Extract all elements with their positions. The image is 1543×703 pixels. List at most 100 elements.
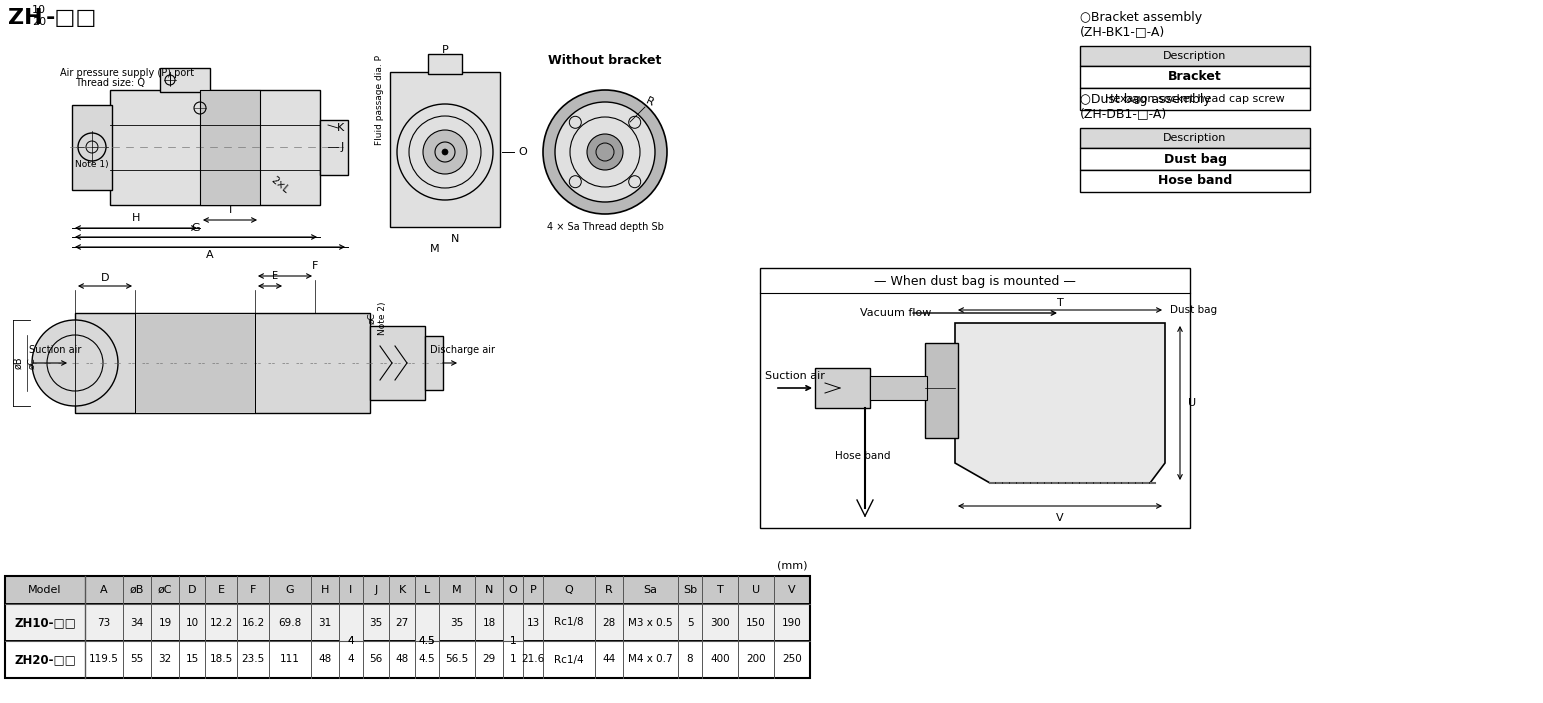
Text: U: U: [1188, 398, 1196, 408]
Text: A: A: [100, 585, 108, 595]
Text: 5: 5: [687, 617, 693, 628]
Text: Model: Model: [28, 585, 62, 595]
Text: 1: 1: [509, 636, 517, 646]
Polygon shape: [955, 323, 1165, 483]
Bar: [870, 376, 927, 400]
Text: Description: Description: [1163, 133, 1227, 143]
Text: 250: 250: [782, 654, 802, 664]
Bar: [1080, 66, 1310, 88]
Text: 31: 31: [318, 617, 332, 628]
Text: O: O: [518, 147, 526, 157]
Bar: [5, 641, 810, 678]
Text: — When dust bag is mounted —: — When dust bag is mounted —: [873, 276, 1075, 288]
Bar: [1080, 46, 1310, 66]
Text: 111: 111: [281, 654, 299, 664]
Bar: [1080, 88, 1310, 110]
Circle shape: [32, 320, 117, 406]
Text: 16.2: 16.2: [241, 617, 265, 628]
Text: D: D: [100, 273, 110, 283]
Text: (ZH-BK1-□-A): (ZH-BK1-□-A): [1080, 25, 1165, 39]
Text: 2×L: 2×L: [268, 175, 290, 195]
Text: 44: 44: [602, 654, 616, 664]
Text: 56.5: 56.5: [446, 654, 469, 664]
Text: øB: øB: [12, 356, 23, 369]
Text: Sa: Sa: [643, 585, 657, 595]
Bar: [370, 326, 424, 400]
Bar: [761, 268, 1190, 528]
Text: I: I: [228, 205, 231, 215]
Text: 35: 35: [369, 617, 383, 628]
Text: 10: 10: [32, 5, 46, 15]
Text: Without bracket: Without bracket: [548, 53, 662, 67]
Text: 4: 4: [347, 654, 355, 664]
Text: N: N: [485, 585, 494, 595]
Text: 56: 56: [369, 654, 383, 664]
Text: Hose band: Hose band: [835, 451, 890, 461]
Text: Note 1): Note 1): [76, 160, 108, 169]
Text: 18: 18: [483, 617, 495, 628]
Text: 29: 29: [483, 654, 495, 664]
Bar: [339, 642, 363, 678]
Text: 48: 48: [318, 654, 332, 664]
Text: 4.5: 4.5: [418, 636, 435, 646]
Text: øC: øC: [26, 357, 35, 369]
Text: L: L: [424, 585, 430, 595]
Text: ZH: ZH: [8, 8, 43, 28]
Text: V: V: [788, 585, 796, 595]
Text: Air pressure supply (P) port: Air pressure supply (P) port: [60, 68, 194, 78]
Text: Dust bag: Dust bag: [1163, 153, 1227, 165]
Text: øC: øC: [157, 585, 173, 595]
Text: D: D: [188, 585, 196, 595]
Text: ○Dust bag assembly: ○Dust bag assembly: [1080, 93, 1211, 106]
Text: M: M: [452, 585, 461, 595]
Text: A: A: [207, 250, 214, 260]
Text: J: J: [375, 585, 378, 595]
Text: 18.5: 18.5: [210, 654, 233, 664]
Text: Sb: Sb: [684, 585, 697, 595]
Text: 4: 4: [347, 636, 355, 646]
Bar: [424, 336, 443, 390]
Text: 190: 190: [782, 617, 802, 628]
Text: G: G: [191, 223, 201, 233]
Text: 27: 27: [395, 617, 409, 628]
Text: T: T: [716, 585, 724, 595]
Text: 32: 32: [159, 654, 171, 664]
Text: (mm): (mm): [778, 561, 809, 571]
Text: H: H: [321, 585, 329, 595]
Text: 20: 20: [32, 17, 46, 27]
Text: 4.5: 4.5: [418, 654, 435, 664]
Text: 69.8: 69.8: [278, 617, 301, 628]
Bar: [503, 642, 523, 678]
Text: 400: 400: [710, 654, 730, 664]
Text: Vacuum flow: Vacuum flow: [859, 308, 932, 318]
Text: 19: 19: [159, 617, 171, 628]
Bar: [1080, 170, 1310, 192]
Text: E: E: [272, 271, 278, 281]
Text: 21.6: 21.6: [522, 654, 545, 664]
Text: J: J: [341, 142, 344, 152]
Text: F: F: [312, 261, 318, 271]
Text: Bracket: Bracket: [1168, 70, 1222, 84]
Text: 34: 34: [130, 617, 143, 628]
Text: 28: 28: [602, 617, 616, 628]
Bar: [415, 605, 438, 640]
Bar: [1080, 128, 1310, 148]
Text: 12.2: 12.2: [210, 617, 233, 628]
Bar: [73, 105, 113, 190]
Text: 150: 150: [747, 617, 765, 628]
Text: I: I: [349, 585, 353, 595]
Bar: [134, 313, 255, 413]
Text: 300: 300: [710, 617, 730, 628]
Text: 200: 200: [747, 654, 765, 664]
Text: N: N: [451, 234, 460, 244]
Text: Rc1/4: Rc1/4: [554, 654, 583, 664]
Bar: [319, 120, 349, 175]
Text: 1: 1: [509, 636, 517, 646]
Text: Rc1/8: Rc1/8: [554, 617, 583, 628]
Circle shape: [586, 134, 623, 170]
Bar: [1080, 148, 1310, 170]
Text: øB: øB: [130, 585, 143, 595]
Text: H: H: [131, 213, 140, 223]
Bar: [5, 576, 810, 678]
Text: Suction air: Suction air: [29, 345, 82, 355]
